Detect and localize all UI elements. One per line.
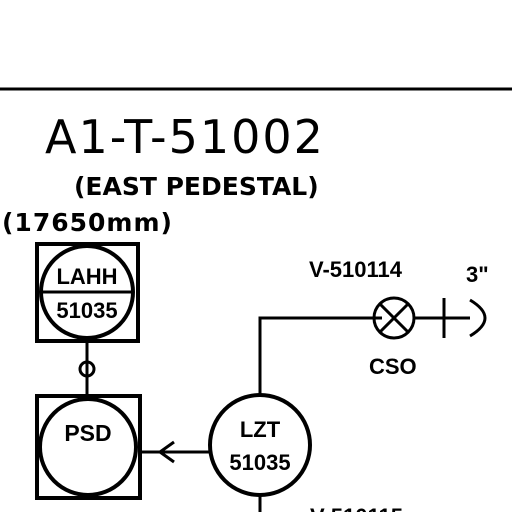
psd-function: PSD [64, 420, 111, 446]
lahh-number: 51035 [56, 298, 117, 323]
psd-bubble [38, 397, 138, 497]
lzt-instrument: LZT 51035 [208, 393, 312, 497]
valve-status: CSO [369, 354, 417, 379]
lzt-bubble [208, 393, 312, 497]
valve-size: 3" [466, 262, 489, 287]
cap-end [469, 298, 487, 338]
psd-box [35, 394, 142, 500]
pipe-cap-icon [414, 298, 487, 338]
psd-instrument: PSD [35, 394, 142, 500]
process-line [258, 316, 382, 395]
lzt-function: LZT [240, 417, 281, 442]
valve-tag: V-510114 [309, 257, 403, 282]
equipment-tag: A1-T-51002 [45, 110, 325, 164]
elevation-label: (17650mm) [2, 208, 173, 237]
lahh-instrument: LAHH 51035 [35, 242, 140, 343]
partial-valve-tag: V-510115 [310, 504, 403, 512]
lzt-number: 51035 [229, 450, 290, 475]
valve-cross-b [378, 302, 410, 334]
lahh-function: LAHH [56, 264, 117, 289]
signal-arrow [159, 440, 175, 464]
software-link-symbol [78, 360, 96, 378]
location-label: (EAST PEDESTAL) [74, 172, 319, 201]
